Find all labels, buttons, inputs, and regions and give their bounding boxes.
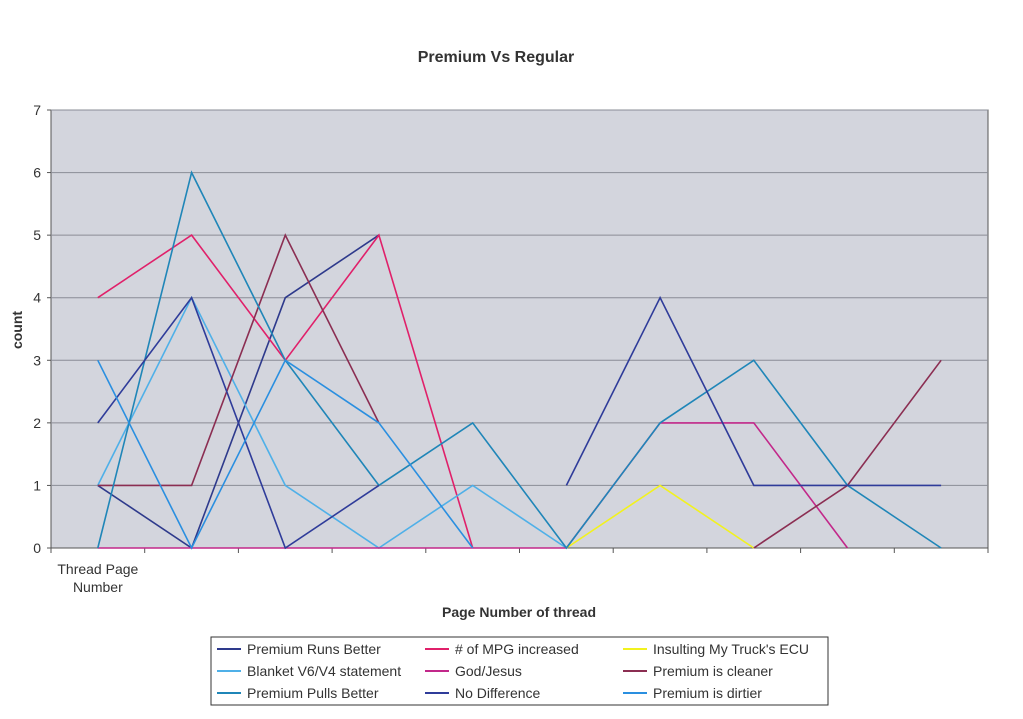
legend-label: Premium is cleaner <box>653 663 773 679</box>
y-axis-title: count <box>9 311 25 349</box>
legend-label: God/Jesus <box>455 663 522 679</box>
legend-label: Insulting My Truck's ECU <box>653 641 809 657</box>
series-line <box>565 484 755 549</box>
legend-label: No Difference <box>455 685 541 701</box>
series-line <box>97 296 380 550</box>
y-tick-label: 5 <box>33 227 41 243</box>
x-tick-label: Thread Page Number <box>57 561 138 595</box>
y-tick-label: 3 <box>33 352 41 368</box>
chart-title: Premium Vs Regular <box>418 49 575 66</box>
legend-label: # of MPG increased <box>455 641 579 657</box>
series-line <box>97 170 942 550</box>
legend-label: Blanket V6/V4 statement <box>247 663 401 679</box>
y-axis: 0 1 2 3 4 5 6 7 <box>33 102 51 556</box>
legend-label: Premium Pulls Better <box>247 685 379 701</box>
legend-label: Premium is dirtier <box>653 685 762 701</box>
series-line <box>565 295 942 487</box>
y-tick-label: 4 <box>33 290 41 306</box>
y-tick-label: 1 <box>33 477 41 493</box>
y-tick-label: 0 <box>33 540 41 556</box>
x-axis: Thread Page Number <box>57 561 138 595</box>
series-line <box>97 359 474 550</box>
y-tick-label: 6 <box>33 165 41 181</box>
legend: Premium Runs Better # of MPG increased Ins… <box>210 636 829 706</box>
x-axis-title: Page Number of thread <box>442 604 596 620</box>
legend-box <box>210 636 829 706</box>
y-tick-label: 7 <box>33 102 41 118</box>
y-tick-label: 2 <box>33 415 41 431</box>
series-layer <box>97 170 942 550</box>
legend-label: Premium Runs Better <box>247 641 381 657</box>
